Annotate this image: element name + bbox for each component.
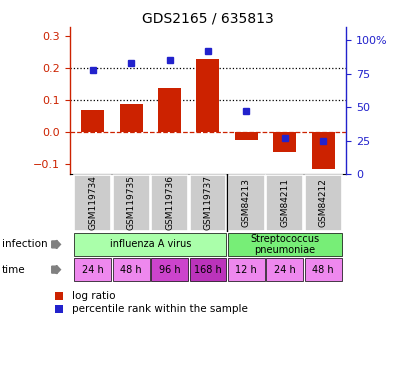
Bar <box>74 258 111 281</box>
Bar <box>266 175 303 231</box>
Bar <box>197 59 219 132</box>
Bar <box>151 175 188 231</box>
Bar <box>81 110 104 132</box>
Bar <box>189 258 226 281</box>
Bar <box>228 175 265 231</box>
Text: GSM84212: GSM84212 <box>319 179 328 227</box>
Legend: log ratio, percentile rank within the sample: log ratio, percentile rank within the sa… <box>55 291 248 314</box>
Bar <box>312 132 335 169</box>
Bar <box>305 258 341 281</box>
Text: 24 h: 24 h <box>274 265 296 275</box>
Title: GDS2165 / 635813: GDS2165 / 635813 <box>142 12 274 26</box>
Text: Streptococcus
pneumoniae: Streptococcus pneumoniae <box>250 233 319 255</box>
Text: GSM119734: GSM119734 <box>88 175 97 230</box>
Text: 168 h: 168 h <box>194 265 222 275</box>
Text: time: time <box>2 265 25 275</box>
Text: influenza A virus: influenza A virus <box>109 239 191 250</box>
Bar <box>228 233 341 256</box>
Bar <box>113 175 150 231</box>
Bar <box>74 175 111 231</box>
Text: 24 h: 24 h <box>82 265 103 275</box>
Text: GSM119735: GSM119735 <box>127 175 136 230</box>
Bar <box>235 132 258 141</box>
Text: 96 h: 96 h <box>159 265 180 275</box>
Bar <box>189 175 226 231</box>
Bar <box>266 258 303 281</box>
Bar <box>119 104 142 132</box>
Bar <box>151 258 188 281</box>
Bar <box>273 132 297 152</box>
Text: 48 h: 48 h <box>312 265 334 275</box>
Text: GSM119736: GSM119736 <box>165 175 174 230</box>
Bar <box>113 258 150 281</box>
Text: GSM119737: GSM119737 <box>203 175 213 230</box>
Text: 12 h: 12 h <box>236 265 257 275</box>
Text: infection: infection <box>2 239 48 250</box>
Text: GSM84211: GSM84211 <box>280 179 289 227</box>
Text: 48 h: 48 h <box>120 265 142 275</box>
Text: GSM84213: GSM84213 <box>242 179 251 227</box>
Bar <box>305 175 341 231</box>
Bar <box>228 258 265 281</box>
Bar <box>74 233 226 256</box>
Bar <box>158 88 181 132</box>
